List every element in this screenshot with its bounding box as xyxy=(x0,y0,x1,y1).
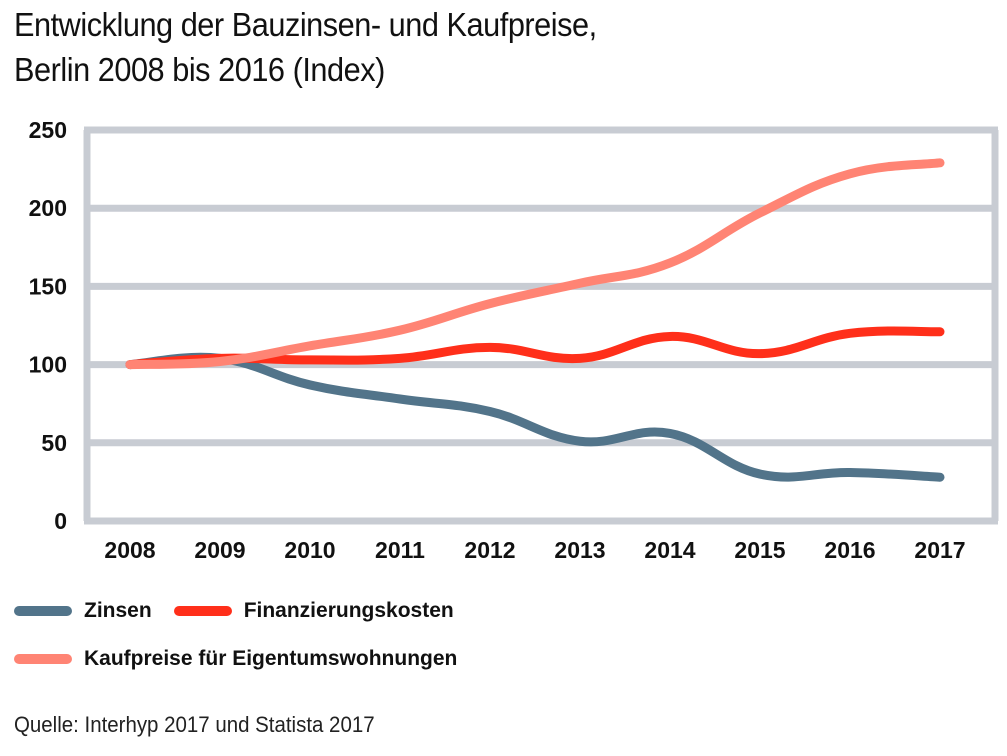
legend-row-2: Kaufpreise für Eigentumswohnungen xyxy=(14,644,479,674)
legend-row-1: Zinsen Finanzierungskosten xyxy=(14,596,479,626)
x-tick-label: 2017 xyxy=(914,537,965,563)
x-tick-label: 2009 xyxy=(194,537,245,563)
legend-item-kaufpreise: Kaufpreise für Eigentumswohnungen xyxy=(14,647,457,671)
x-axis-ticks: 2008 2009 2010 2011 2012 2013 2014 2015 2016 2017 xyxy=(104,537,965,563)
grid-lines xyxy=(83,126,999,525)
y-axis-ticks: 0 50 100 150 200 250 xyxy=(29,117,67,534)
x-tick-label: 2011 xyxy=(375,537,425,563)
series-line-kaufpreise xyxy=(125,158,945,370)
y-tick-label: 200 xyxy=(29,195,67,221)
y-tick-label: 0 xyxy=(54,508,67,534)
y-tick-label: 150 xyxy=(29,273,67,299)
legend-swatch-finanzierungskosten xyxy=(173,606,232,616)
series-line-zinsen xyxy=(125,352,945,482)
legend: Zinsen Finanzierungskosten Kaufpreise fü… xyxy=(14,596,479,692)
y-tick-label: 250 xyxy=(29,117,67,143)
source-note: Quelle: Interhyp 2017 und Statista 2017 xyxy=(14,712,375,737)
x-tick-label: 2012 xyxy=(464,537,515,563)
x-tick-label: 2008 xyxy=(104,537,155,563)
series-lines xyxy=(125,158,945,482)
y-tick-label: 100 xyxy=(29,352,67,378)
y-tick-label: 50 xyxy=(41,430,67,456)
x-tick-label: 2014 xyxy=(644,537,695,563)
legend-item-finanzierungskosten: Finanzierungskosten xyxy=(173,599,454,623)
line-chart: 0 50 100 150 200 250 2008 2009 2010 2011 2012 2013… xyxy=(29,117,999,563)
x-tick-label: 2015 xyxy=(734,537,785,563)
chart-title-line-2: Berlin 2008 bis 2016 (Index) xyxy=(14,51,385,88)
legend-label-kaufpreise: Kaufpreise für Eigentumswohnungen xyxy=(84,647,458,670)
legend-item-zinsen: Zinsen xyxy=(14,599,152,623)
legend-swatch-zinsen xyxy=(14,606,72,616)
x-tick-label: 2010 xyxy=(284,537,335,563)
chart-title-line-1: Entwicklung der Bauzinsen- und Kaufpreis… xyxy=(14,6,597,43)
legend-swatch-kaufpreise xyxy=(14,654,72,664)
legend-label-zinsen: Zinsen xyxy=(84,599,152,622)
x-tick-label: 2013 xyxy=(554,537,605,563)
legend-label-finanzierungskosten: Finanzierungskosten xyxy=(243,599,454,622)
chart-title: Entwicklung der Bauzinsen- und Kaufpreis… xyxy=(14,2,597,92)
x-tick-label: 2016 xyxy=(824,537,875,563)
